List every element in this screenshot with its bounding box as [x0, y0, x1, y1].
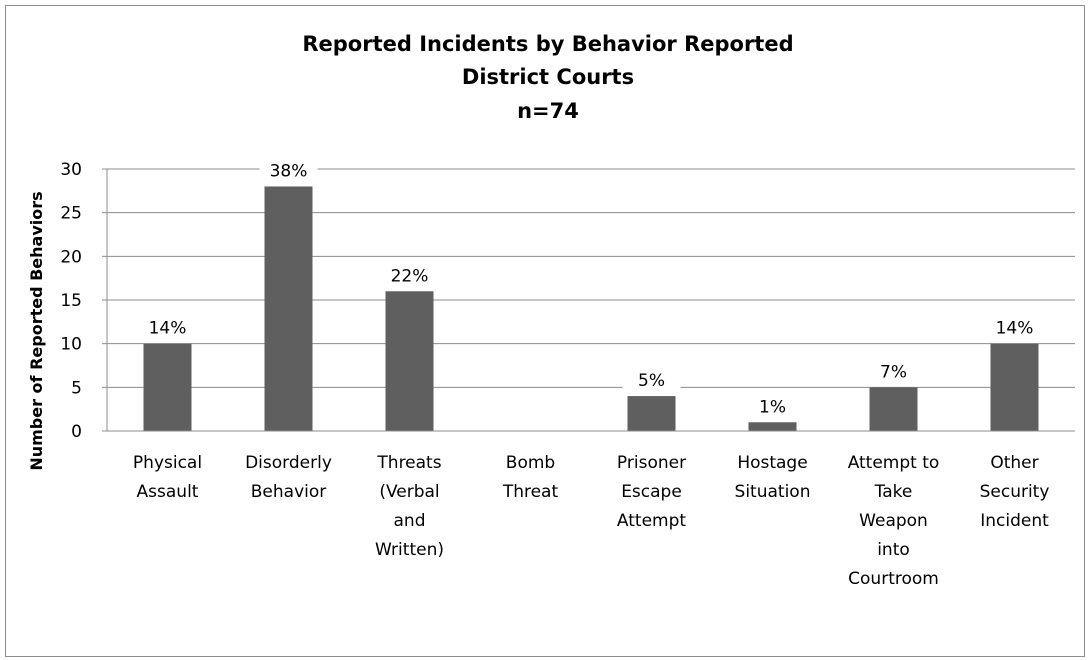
bar — [385, 291, 434, 431]
y-tick-label: 0 — [71, 422, 82, 442]
category-labels: Physical Assault Disorderly Behavior Threats… — [133, 453, 1049, 589]
data-label: 7% — [880, 362, 907, 382]
category-label: Attempt — [617, 511, 686, 531]
y-tick-label: 25 — [60, 204, 82, 224]
category-label: into — [877, 540, 910, 560]
y-tick-label: 10 — [60, 335, 82, 355]
bars — [143, 186, 1039, 431]
category-label: Threat — [502, 482, 559, 502]
data-label: 38% — [270, 161, 308, 181]
chart-title-line-2: District Courts — [462, 65, 634, 89]
category-label: Physical — [133, 453, 202, 473]
data-label: 14% — [149, 319, 187, 339]
y-tick-label: 15 — [60, 291, 82, 311]
category-label: Incident — [980, 511, 1049, 531]
data-label: 22% — [391, 266, 429, 286]
y-tick-label: 30 — [60, 160, 82, 180]
category-label: Weapon — [859, 511, 928, 531]
y-tick-label: 20 — [60, 247, 82, 267]
data-label: 14% — [996, 319, 1034, 339]
category-label: Written) — [375, 540, 444, 560]
category-label: (Verbal — [379, 482, 439, 502]
data-label-background — [622, 368, 681, 392]
category-label: Security — [980, 482, 1050, 502]
category-label: Prisoner — [617, 453, 686, 473]
data-label-background — [864, 359, 923, 383]
category-label: Bomb — [506, 453, 555, 473]
data-label-background — [259, 158, 318, 182]
category-label: Take — [874, 482, 913, 502]
chart-title: Reported Incidents by Behavior Reported … — [302, 32, 793, 123]
category-label: Hostage — [737, 453, 807, 473]
chart-title-line-3: n=74 — [517, 99, 579, 123]
bar — [869, 387, 918, 431]
bar — [264, 186, 313, 431]
category-label: Behavior — [251, 482, 327, 502]
bar — [143, 343, 192, 431]
data-label-background — [380, 263, 439, 287]
category-label: and — [394, 511, 426, 531]
category-label: Attempt to — [848, 453, 940, 473]
y-tick-label: 5 — [71, 378, 82, 398]
bar — [748, 422, 797, 431]
category-label: Situation — [735, 482, 811, 502]
y-axis-title: Number of Reported Behaviors — [27, 191, 46, 470]
category-label: Assault — [137, 482, 199, 502]
bar — [627, 396, 676, 431]
data-label: 1% — [759, 397, 786, 417]
y-tick-labels: 0 5 10 15 20 25 30 — [60, 160, 82, 442]
data-label-background — [985, 315, 1044, 339]
category-label: Disorderly — [245, 453, 332, 473]
category-label: Escape — [621, 482, 682, 502]
category-label: Courtroom — [848, 569, 939, 589]
data-labels: 14% 38% 22% 5% 1% 7% 14% — [138, 158, 1044, 418]
category-label: Threats — [376, 453, 441, 473]
bar — [990, 343, 1039, 431]
gridlines — [107, 168, 1075, 388]
data-label-background — [743, 394, 802, 418]
chart-title-line-1: Reported Incidents by Behavior Reported — [302, 32, 793, 56]
data-label-background — [138, 315, 197, 339]
axes — [102, 168, 1075, 432]
data-label: 5% — [638, 371, 665, 391]
category-label: Other — [990, 453, 1038, 473]
